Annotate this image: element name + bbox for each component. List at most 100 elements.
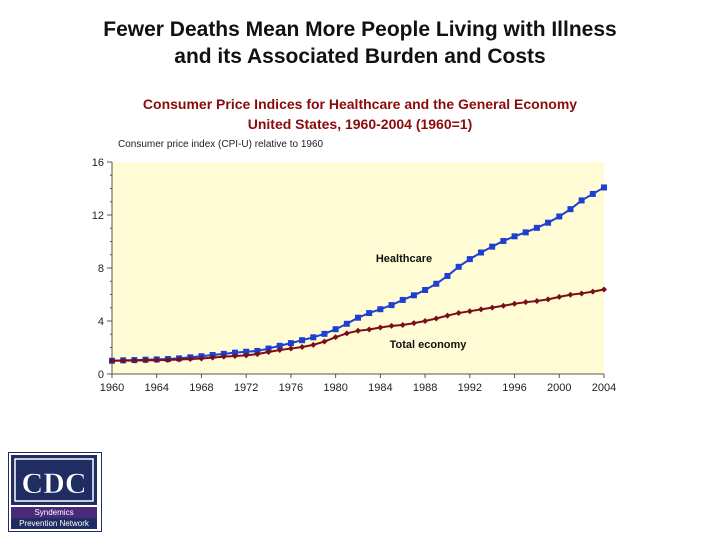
cdc-logo-graphic: CDC <box>14 458 94 502</box>
cdc-logo-text: CDC <box>22 467 87 500</box>
data-point-healthcare <box>589 190 596 197</box>
data-point-total-economy <box>254 351 261 358</box>
data-point-total-economy <box>310 341 317 348</box>
data-point-total-economy <box>299 343 306 350</box>
y-tick-label: 4 <box>98 316 104 328</box>
data-point-healthcare <box>366 310 373 317</box>
logo-line2: Prevention Network <box>11 518 97 529</box>
data-point-total-economy <box>522 299 529 306</box>
data-point-total-economy <box>466 308 473 315</box>
data-point-total-economy <box>131 357 138 364</box>
chart-title-line1: Consumer Price Indices for Healthcare an… <box>142 96 578 112</box>
data-point-healthcare <box>433 280 440 287</box>
data-point-healthcare <box>533 224 540 231</box>
data-point-total-economy <box>388 322 395 329</box>
data-point-healthcare <box>578 197 585 204</box>
data-point-total-economy <box>601 286 607 293</box>
data-point-total-economy <box>343 330 350 337</box>
x-tick-label: 1964 <box>144 382 168 394</box>
y-tick-label: 8 <box>98 263 104 275</box>
data-point-healthcare <box>232 349 238 356</box>
data-point-total-economy <box>366 326 373 333</box>
data-point-total-economy <box>109 357 115 364</box>
data-point-total-economy <box>500 302 507 309</box>
y-axis-label: Consumer price index (CPI-U) relative to… <box>118 139 324 150</box>
data-point-healthcare <box>287 340 294 347</box>
x-tick-label: 1988 <box>413 382 437 394</box>
data-point-total-economy <box>478 306 484 313</box>
data-point-total-economy <box>533 297 540 304</box>
data-point-healthcare <box>310 334 317 341</box>
data-point-healthcare <box>377 306 384 313</box>
data-point-healthcare <box>500 237 507 244</box>
data-point-total-economy <box>433 315 440 322</box>
x-tick-label: 2004 <box>592 382 616 394</box>
data-point-healthcare <box>511 233 518 240</box>
data-point-total-economy <box>232 352 238 359</box>
x-tick-label: 1968 <box>189 382 213 394</box>
data-point-total-economy <box>399 321 406 328</box>
data-point-healthcare <box>254 347 261 354</box>
data-point-total-economy <box>243 352 250 359</box>
x-tick-label: 1984 <box>368 382 392 394</box>
chart-title-line2: United States, 1960-2004 (1960=1) <box>247 116 473 132</box>
x-tick-label: 1980 <box>323 382 347 394</box>
x-tick-label: 2000 <box>547 382 571 394</box>
data-point-total-economy <box>187 356 194 363</box>
logo-line1: Syndemics <box>11 507 97 518</box>
data-point-total-economy <box>545 296 552 303</box>
data-point-healthcare <box>321 330 328 337</box>
slide-title-line2: and its Associated Burden and Costs <box>174 45 546 68</box>
data-point-healthcare <box>556 213 563 220</box>
data-point-total-economy <box>164 356 171 363</box>
data-point-total-economy <box>578 290 585 297</box>
data-point-total-economy <box>287 345 294 352</box>
data-point-total-economy <box>332 334 339 341</box>
x-tick-label: 1976 <box>279 382 303 394</box>
data-point-total-economy <box>198 355 205 362</box>
data-point-healthcare <box>455 263 462 270</box>
data-point-total-economy <box>589 288 596 295</box>
data-point-total-economy <box>567 291 574 298</box>
slide-title-line1: Fewer Deaths Mean More People Living wit… <box>103 18 617 41</box>
data-point-total-economy <box>377 324 384 331</box>
annotation-healthcare: Healthcare <box>376 253 432 265</box>
data-point-healthcare <box>489 243 496 250</box>
data-point-total-economy <box>556 293 563 300</box>
data-point-healthcare <box>601 184 607 191</box>
data-point-healthcare <box>388 302 395 309</box>
data-point-total-economy <box>209 354 216 361</box>
x-tick-label: 1972 <box>234 382 258 394</box>
cdc-logo-mark: CDC <box>11 455 97 505</box>
data-point-healthcare <box>444 272 451 279</box>
data-point-healthcare <box>466 256 473 263</box>
y-tick-label: 0 <box>98 369 104 381</box>
x-tick-label: 1960 <box>100 382 124 394</box>
chart-title: Consumer Price Indices for Healthcare an… <box>0 94 720 134</box>
data-point-healthcare <box>545 219 552 226</box>
y-tick-label: 16 <box>92 157 104 169</box>
data-point-healthcare <box>399 296 406 303</box>
data-point-healthcare <box>276 342 283 349</box>
data-point-total-economy <box>153 357 160 364</box>
data-point-healthcare <box>522 229 529 236</box>
data-point-total-economy <box>410 320 417 327</box>
data-point-total-economy <box>511 300 518 307</box>
data-point-total-economy <box>142 357 149 364</box>
data-point-total-economy <box>220 353 227 360</box>
plot-area <box>112 162 604 374</box>
data-point-total-economy <box>321 338 328 345</box>
x-tick-label: 1992 <box>458 382 482 394</box>
cdc-logo: CDC Syndemics Prevention Network <box>8 452 102 532</box>
data-point-total-economy <box>455 310 462 317</box>
data-point-total-economy <box>120 357 127 364</box>
data-point-healthcare <box>478 249 484 256</box>
data-point-healthcare <box>422 286 429 293</box>
y-tick-label: 12 <box>92 210 104 222</box>
data-point-healthcare <box>343 320 350 327</box>
data-point-total-economy <box>444 312 451 319</box>
data-point-healthcare <box>567 206 574 213</box>
data-point-healthcare <box>332 326 339 333</box>
data-point-healthcare <box>265 345 272 352</box>
